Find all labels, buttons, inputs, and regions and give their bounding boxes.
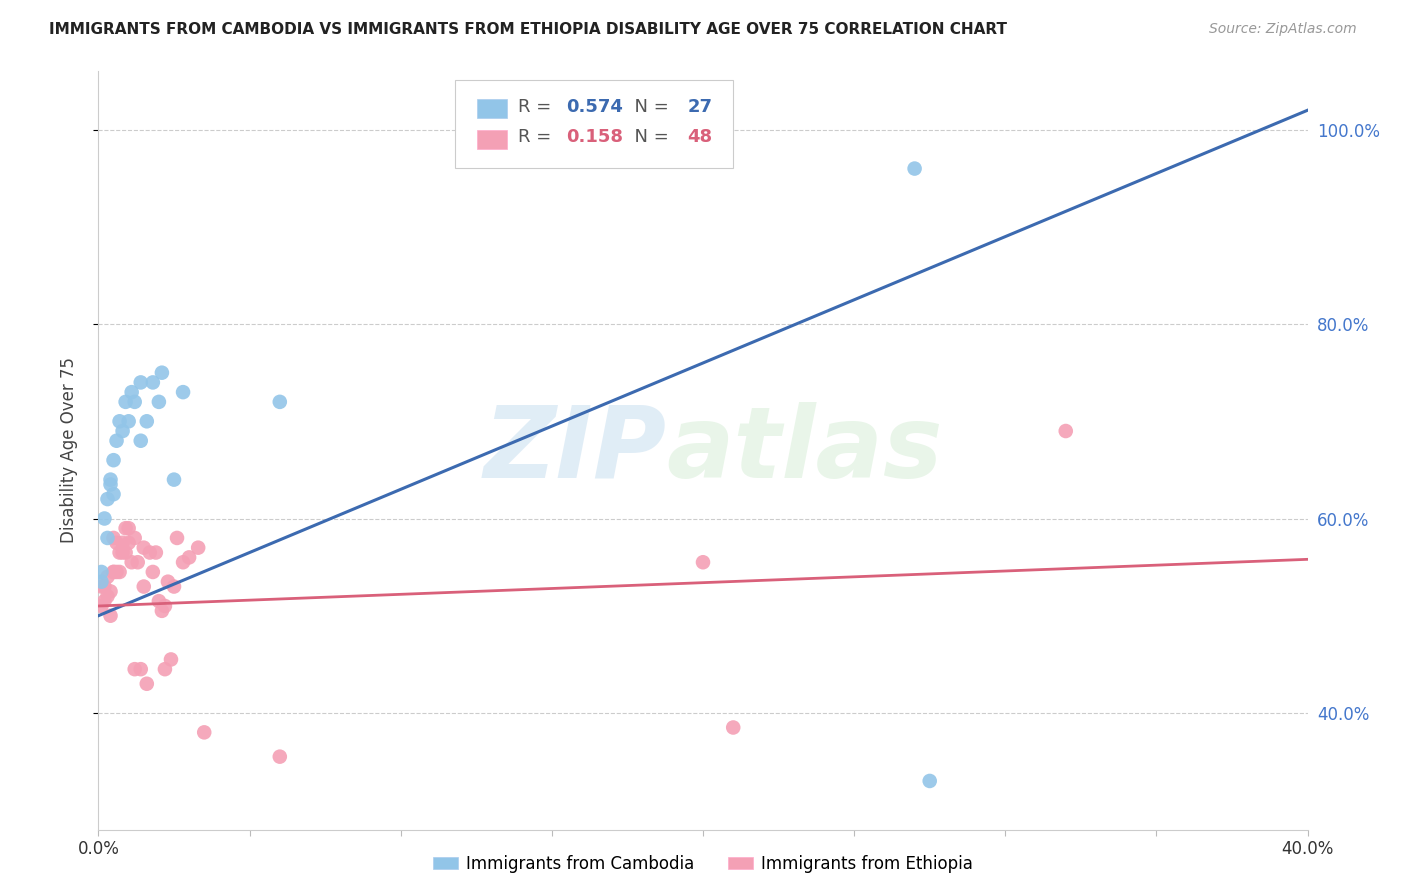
Point (111, 424, 134, 438)
Text: 0.574: 0.574 (567, 98, 623, 116)
Point (148, 395, 170, 409)
Point (156, 574, 179, 589)
Point (96, 531, 118, 545)
Point (153, 662, 176, 676)
Point (142, 565, 165, 579)
Text: ZIP: ZIP (484, 402, 666, 499)
Point (163, 473, 186, 487)
Point (103, 453, 125, 467)
Text: N =: N = (623, 128, 675, 146)
Point (127, 555, 149, 569)
FancyBboxPatch shape (456, 80, 734, 168)
Point (90, 565, 112, 579)
Point (93, 580, 115, 594)
Text: R =: R = (517, 98, 557, 116)
Point (153, 599, 176, 613)
Point (108, 414, 131, 428)
Point (1054, 424, 1077, 438)
Point (172, 385, 194, 400)
Point (132, 580, 155, 594)
Legend: Immigrants from Cambodia, Immigrants from Ethiopia: Immigrants from Cambodia, Immigrants fro… (426, 848, 980, 880)
Point (105, 434, 128, 448)
Point (96, 491, 118, 506)
Point (129, 376, 152, 390)
Text: N =: N = (623, 98, 675, 116)
Point (142, 376, 165, 390)
Text: R =: R = (517, 128, 557, 146)
Text: atlas: atlas (666, 402, 943, 499)
Point (193, 725, 215, 739)
FancyBboxPatch shape (477, 99, 508, 119)
FancyBboxPatch shape (477, 129, 508, 149)
Point (103, 487, 125, 501)
Point (160, 652, 183, 666)
Point (111, 536, 134, 550)
Point (96, 589, 118, 603)
Point (100, 473, 122, 487)
Point (93, 594, 115, 608)
Point (103, 565, 125, 579)
Point (108, 545, 131, 559)
Point (150, 366, 173, 380)
Point (129, 434, 152, 448)
Text: 0.158: 0.158 (567, 128, 623, 146)
Point (150, 604, 173, 618)
Point (148, 594, 170, 608)
Point (118, 521, 141, 535)
Point (105, 536, 128, 550)
Text: 48: 48 (688, 128, 713, 146)
Point (121, 385, 143, 400)
Point (692, 555, 714, 569)
Point (172, 555, 194, 569)
Point (723, 721, 745, 735)
Point (111, 545, 134, 559)
Text: IMMIGRANTS FROM CAMBODIA VS IMMIGRANTS FROM ETHIOPIA DISABILITY AGE OVER 75 CORR: IMMIGRANTS FROM CAMBODIA VS IMMIGRANTS F… (49, 22, 1007, 37)
Point (124, 531, 146, 545)
Point (105, 565, 128, 579)
Point (269, 749, 291, 764)
Point (179, 550, 201, 565)
Point (93, 511, 115, 525)
Point (163, 580, 186, 594)
Point (100, 608, 122, 623)
Point (100, 477, 122, 491)
Point (103, 565, 125, 579)
Point (129, 662, 152, 676)
Point (918, 774, 941, 789)
Point (90, 580, 112, 594)
Point (121, 555, 143, 569)
Point (135, 414, 157, 428)
Point (145, 545, 167, 559)
Point (114, 521, 136, 535)
Point (108, 565, 131, 579)
Point (114, 545, 136, 559)
Text: 27: 27 (688, 98, 713, 116)
Point (90, 599, 112, 613)
Point (90, 574, 112, 589)
Point (103, 531, 125, 545)
Point (269, 395, 291, 409)
Point (118, 414, 141, 428)
Point (135, 677, 157, 691)
Point (166, 531, 188, 545)
Text: Source: ZipAtlas.com: Source: ZipAtlas.com (1209, 22, 1357, 37)
Point (114, 395, 136, 409)
Point (124, 395, 146, 409)
Y-axis label: Disability Age Over 75: Disability Age Over 75 (59, 358, 77, 543)
Point (187, 541, 209, 555)
Point (139, 545, 162, 559)
Point (132, 541, 155, 555)
Point (124, 662, 146, 676)
Point (100, 584, 122, 599)
Point (904, 161, 927, 176)
Point (96, 570, 118, 584)
Point (118, 536, 141, 550)
